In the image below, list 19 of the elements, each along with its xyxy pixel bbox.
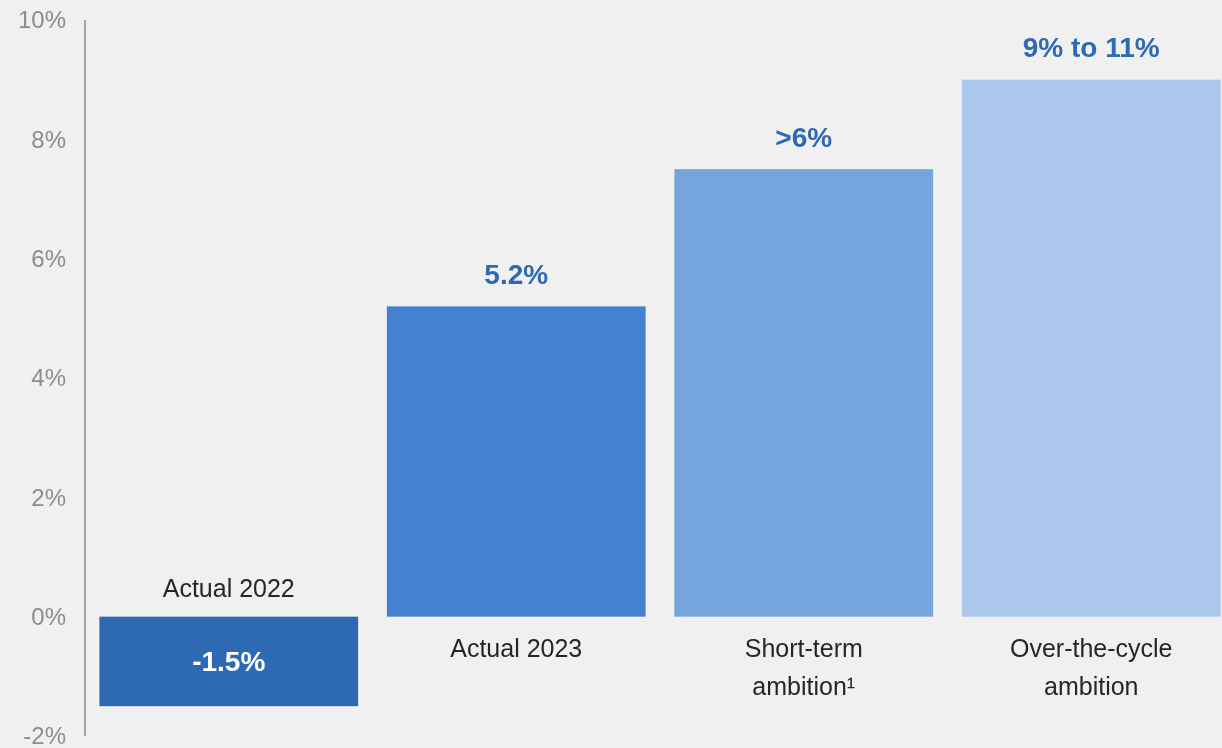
bar — [386, 306, 646, 617]
x-tick-label: Short-term ambition¹ — [744, 634, 863, 701]
x-tick-label: Over-the-cycle ambition — [1009, 634, 1173, 701]
x-tick-label: Actual 2022 — [162, 574, 295, 603]
y-tick-label: 4% — [31, 364, 66, 392]
x-tick-label: Actual 2023 — [450, 634, 583, 663]
data-label: -1.5% — [192, 646, 266, 678]
y-tick-label: 6% — [31, 245, 66, 273]
y-tick-label: 10% — [17, 6, 66, 34]
bar — [99, 616, 359, 707]
y-tick-label: -2% — [23, 722, 66, 748]
y-tick-label: 0% — [31, 603, 66, 631]
y-tick-label: 8% — [31, 125, 66, 153]
bar — [674, 169, 934, 617]
data-label: 5.2% — [484, 259, 549, 291]
data-label: >6% — [775, 121, 833, 153]
y-tick-label: 2% — [31, 483, 66, 511]
data-label: 9% to 11% — [1022, 32, 1160, 64]
bar — [961, 79, 1221, 617]
